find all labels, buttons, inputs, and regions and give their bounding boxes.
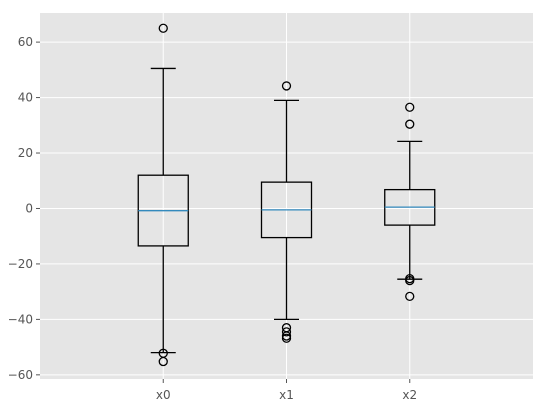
outlier-point xyxy=(158,356,168,367)
outlier-point xyxy=(281,327,292,337)
outlier-point xyxy=(405,119,415,129)
box-group-x1 xyxy=(260,81,313,343)
outlier-point xyxy=(405,291,415,302)
outlier-point xyxy=(281,333,292,343)
y-tick-label: 40 xyxy=(18,91,33,105)
outlier-point xyxy=(405,275,415,286)
outlier-point xyxy=(281,81,292,91)
y-tick-label: 60 xyxy=(18,35,33,49)
boxes xyxy=(137,23,436,367)
y-tick-label: 0 xyxy=(25,201,33,215)
x-tick-label: x1 xyxy=(279,388,294,402)
y-tick-label: −40 xyxy=(8,312,33,326)
y-tick-label: −60 xyxy=(8,368,33,382)
box-group-x2 xyxy=(384,102,436,302)
y-tick-label: 20 xyxy=(18,146,33,160)
outlier-point xyxy=(405,102,415,112)
x-tick-label: x0 xyxy=(156,388,171,402)
x-tick-label: x2 xyxy=(402,388,417,402)
outlier-point xyxy=(158,23,168,33)
x-axis-ticks: x0 x1 x2 xyxy=(156,379,417,402)
y-tick-label: −20 xyxy=(8,257,33,271)
box-group-x0 xyxy=(137,23,189,367)
y-axis-ticks: −60 −40 −20 0 20 40 60 xyxy=(8,35,40,382)
